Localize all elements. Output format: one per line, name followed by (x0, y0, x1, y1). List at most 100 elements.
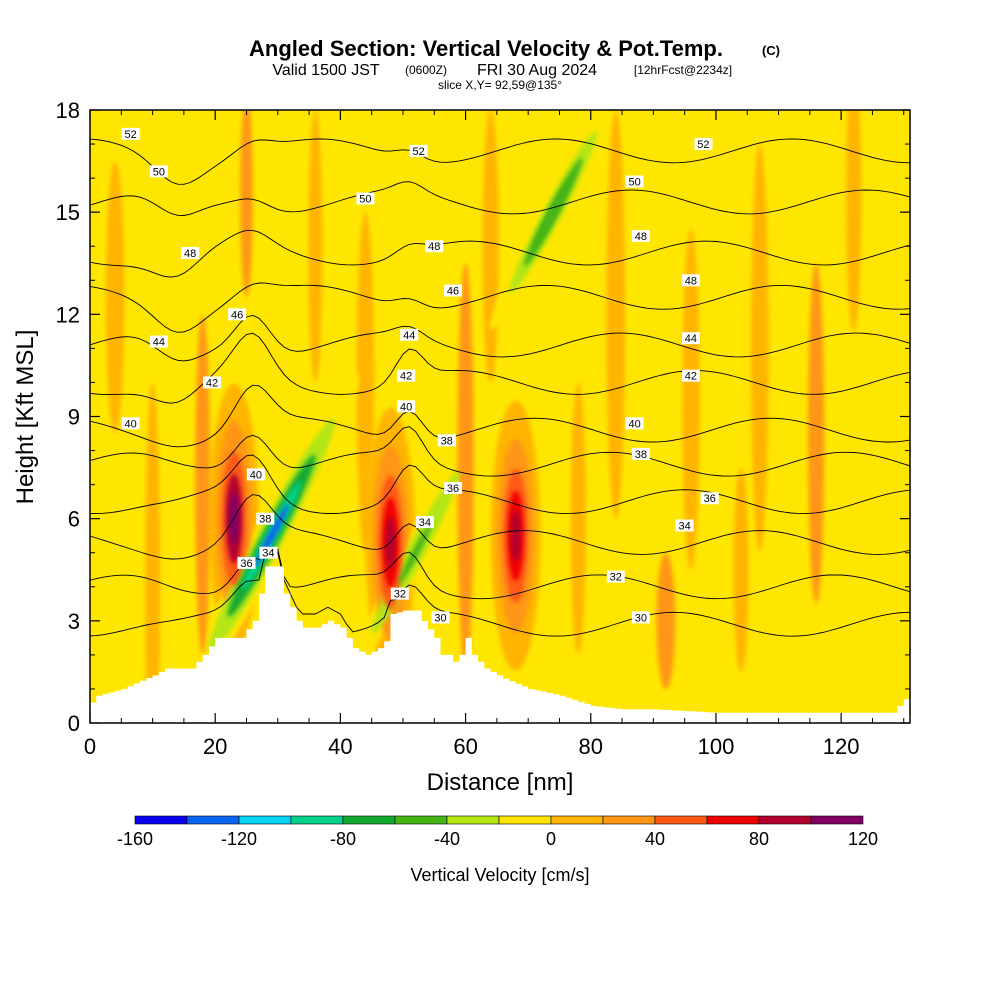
isentrope-line (90, 229, 910, 278)
isentrope-label-bg (675, 519, 694, 532)
x-tick-label: 120 (823, 734, 860, 759)
isentrope-label-bg (259, 546, 278, 559)
isentrope-label-bg (681, 274, 700, 287)
isentrope-label-text: 34 (262, 548, 274, 560)
velocity-cell (457, 263, 474, 672)
velocity-cell (308, 110, 323, 383)
isentrope-label-text: 52 (697, 139, 709, 151)
isentrope-label-bg (256, 512, 275, 525)
isentrope-label: 36 (444, 482, 463, 495)
isentrope-label-bg (625, 417, 644, 430)
isentrope-label-bg (228, 308, 247, 321)
y-tick-label: 18 (56, 98, 80, 123)
isentrope-line (90, 552, 910, 637)
isentrope-label-bg (397, 400, 416, 413)
isentrope-label-bg (356, 192, 375, 205)
isentrope-line (90, 384, 910, 448)
isentrope-line (90, 282, 910, 333)
isentrope-label-bg (246, 468, 265, 481)
isentrope-label-bg (121, 417, 140, 430)
x-axis-title: Distance [nm] (427, 769, 574, 796)
slice-info: slice X,Y= 92,59@135° (438, 78, 562, 92)
isentrope-label: 32 (390, 587, 409, 601)
isentrope-label-text: 48 (428, 241, 440, 253)
isentrope-label-text: 40 (628, 418, 640, 430)
isentrope-label-text: 50 (359, 194, 371, 206)
velocity-cell (240, 110, 253, 298)
isentrope-label-bg (631, 611, 650, 624)
isentrope-label-text: 50 (628, 177, 640, 189)
isentrope-label: 44 (400, 328, 419, 342)
velocity-cell (105, 161, 125, 434)
isentrope-label-text: 46 (231, 309, 243, 321)
valid-time-utc: (0600Z) (405, 63, 447, 77)
isentrope-label-text: 40 (250, 469, 262, 481)
isentrope-label: 46 (228, 308, 247, 321)
isentrope-label-bg (694, 138, 713, 151)
isentrope-label: 34 (415, 516, 434, 529)
velocity-cell (682, 229, 700, 570)
isentrope-label-bg (149, 335, 168, 348)
y-tick-label: 6 (68, 507, 80, 532)
colorbar-segment (602, 815, 656, 825)
isentrope-label-text: 36 (704, 493, 716, 505)
isentrope-label-text: 32 (610, 572, 622, 584)
valid-date: FRI 30 Aug 2024 (477, 62, 597, 79)
colorbar-tick-label: 80 (749, 829, 769, 849)
velocity-cell (510, 509, 521, 562)
isentrope-label-bg (121, 127, 140, 140)
colorbar: -160 -120 -80 -40 0 40 80 120 (117, 815, 878, 849)
colorbar-tick-label: -120 (221, 829, 257, 849)
isentrope-label-text: 30 (635, 612, 647, 624)
x-tick-label: 60 (453, 734, 477, 759)
isentrope-label: 50 (625, 175, 644, 189)
colorbar-tick-label: -80 (330, 829, 356, 849)
velocity-cell (145, 382, 161, 723)
isentrope-label-bg (415, 516, 434, 529)
x-tick-label: 20 (203, 734, 227, 759)
isentrope-label: 38 (631, 447, 650, 461)
y-tick-label: 15 (56, 200, 80, 225)
isentrope-label-text: 42 (400, 371, 412, 383)
isentrope-label: 42 (397, 369, 416, 383)
terrain (90, 566, 910, 723)
isentrope-label: 50 (149, 165, 168, 178)
colorbar-segment (238, 815, 292, 825)
forecast-info: [12hrFcst@2234z] (634, 63, 732, 77)
chart-title-mark: (C) (762, 43, 780, 58)
isentrope-label: 30 (631, 611, 650, 624)
y-axis-title: Height [Kft MSL] (12, 330, 39, 505)
isentrope-line (90, 454, 910, 515)
isentrope-label: 46 (444, 284, 463, 297)
colorbar-title: Vertical Velocity [cm/s] (410, 865, 589, 885)
x-tick-label: 0 (84, 734, 96, 759)
terrain-mask (90, 566, 910, 723)
chart-title: Angled Section: Vertical Velocity & Pot.… (249, 36, 723, 61)
isentrope-label-bg (437, 434, 456, 447)
isentrope-label-bg (400, 328, 419, 341)
colorbar-segment (810, 815, 864, 825)
isentrope-label: 44 (149, 335, 168, 349)
isentrope-label: 48 (681, 274, 700, 287)
colorbar-segment (550, 815, 604, 825)
isentrope-line (90, 138, 910, 185)
isentrope-label: 40 (397, 400, 416, 413)
isentrope-label-bg (409, 144, 428, 157)
isentrope-label-text: 42 (685, 371, 697, 383)
y-tick-label: 9 (68, 405, 80, 430)
isentrope-label-text: 40 (400, 401, 412, 413)
isentrope-label-bg (431, 611, 450, 624)
isentrope-label-text: 34 (419, 517, 431, 529)
isentrope-label: 42 (681, 369, 700, 383)
plot-area: 30 30 32 32 34 34 34 36 36 36 38 38 38 40 40 40 40 42 42 42… (90, 110, 910, 723)
isentrope-label-bg (444, 482, 463, 495)
isentrope-label-bg (203, 376, 222, 389)
isentrope-label-bg (444, 284, 463, 297)
isentrope-label-text: 48 (685, 275, 697, 287)
isentrope-label-text: 38 (635, 449, 647, 461)
isentrope-label: 40 (625, 417, 644, 430)
isentrope-label-bg (681, 332, 700, 345)
